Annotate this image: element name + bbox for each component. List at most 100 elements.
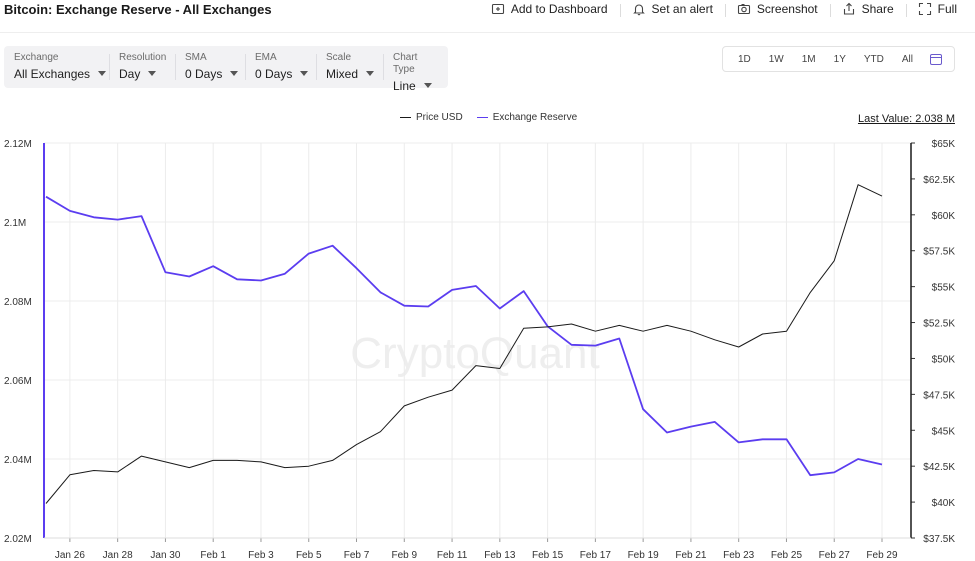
scale-select[interactable]: Scale Mixed [316, 46, 383, 88]
x-tick-label: Feb 21 [675, 550, 707, 561]
resolution-select[interactable]: Resolution Day [109, 46, 175, 88]
set-alert-label: Set an alert [651, 2, 713, 16]
legend-swatch-price [400, 116, 411, 119]
watermark-text: CryptoQuant [350, 329, 599, 378]
y-right-tick-label: $50K [932, 354, 956, 365]
x-tick-label: Feb 19 [628, 550, 660, 561]
resolution-select-value: Day [119, 67, 141, 81]
y-right-tick-label: $57.5K [923, 247, 955, 258]
x-tick-label: Feb 9 [391, 550, 417, 561]
fullscreen-icon [918, 2, 931, 16]
sma-select-value: 0 Days [185, 67, 223, 81]
chart-controls: Exchange All Exchanges Resolution Day SM… [4, 46, 448, 93]
ema-select[interactable]: EMA 0 Days [245, 46, 316, 88]
x-tick-label: Jan 26 [55, 550, 85, 561]
header: Bitcoin: Exchange Reserve - All Exchange… [0, 0, 975, 22]
chart-type-select[interactable]: Chart Type Line [383, 46, 448, 93]
x-tick-label: Jan 30 [150, 550, 180, 561]
range-1d-button[interactable]: 1D [737, 53, 751, 65]
y-left-tick-label: 2.04M [4, 455, 32, 466]
fullscreen-label: Full [937, 2, 957, 16]
series-line-price-usd [45, 184, 883, 504]
screenshot-button[interactable]: Screenshot [724, 2, 830, 17]
y-right-tick-label: $60K [932, 211, 956, 222]
chart-axes [43, 142, 915, 542]
last-value: Last Value: 2.038 M [857, 113, 955, 125]
header-actions: Add to Dashboard Set an alert Screenshot… [479, 2, 969, 17]
y-left-tick-label: 2.06M [4, 376, 32, 387]
share-button[interactable]: Share [829, 2, 906, 17]
series-line-exchange-reserve [45, 195, 883, 477]
y-left-tick-label: 2.12M [4, 139, 32, 150]
y-left-tick-label: 2.02M [4, 534, 32, 545]
camera-icon [737, 4, 750, 15]
add-dashboard-icon [491, 3, 504, 15]
range-1m-button[interactable]: 1M [801, 53, 816, 65]
y-right-tick-label: $62.5K [923, 175, 955, 186]
screenshot-label: Screenshot [756, 2, 818, 16]
x-tick-label: Feb 1 [200, 550, 226, 561]
bell-icon [632, 4, 645, 16]
resolution-select-label: Resolution [119, 52, 167, 63]
exchange-select-value: All Exchanges [14, 67, 91, 81]
y-right-tick-label: $45K [932, 426, 956, 437]
share-label: Share [861, 2, 894, 16]
y-right-tick-label: $47.5K [923, 390, 955, 401]
legend-label-price: Price USD [416, 112, 463, 123]
x-tick-label: Feb 27 [819, 550, 851, 561]
chart-type-select-value: Line [393, 79, 416, 93]
calendar-icon[interactable] [930, 53, 942, 65]
add-to-dashboard-label: Add to Dashboard [510, 2, 608, 16]
chart-type-select-label: Chart Type [393, 52, 418, 75]
x-tick-label: Feb 23 [723, 550, 755, 561]
sma-select[interactable]: SMA 0 Days [175, 46, 245, 88]
x-tick-label: Feb 7 [344, 550, 370, 561]
x-tick-label: Feb 17 [580, 550, 612, 561]
y-right-tick-label: $42.5K [923, 462, 955, 473]
y-right-tick-label: $40K [932, 498, 956, 509]
chart-tick-labels: 2.12M 2.1M 2.08M 2.06M 2.04M 2.02M $65K $62.5K $… [4, 139, 955, 561]
y-right-tick-label: $65K [932, 139, 956, 150]
legend-item-price[interactable]: Price USD [400, 112, 463, 123]
x-tick-label: Feb 25 [771, 550, 803, 561]
y-left-tick-label: 2.1M [4, 218, 26, 229]
range-1y-button[interactable]: 1Y [833, 53, 846, 65]
page-title: Bitcoin: Exchange Reserve - All Exchange… [4, 2, 272, 17]
time-range-selector: 1D 1W 1M 1Y YTD All [721, 46, 955, 72]
header-divider [0, 32, 975, 33]
x-tick-label: Feb 11 [437, 550, 468, 561]
exchange-select-label: Exchange [14, 52, 59, 63]
scale-select-label: Scale [326, 52, 352, 63]
range-1w-button[interactable]: 1W [768, 53, 784, 65]
legend-swatch-reserve [476, 116, 488, 119]
ema-select-label: EMA [255, 52, 277, 63]
range-all-button[interactable]: All [901, 53, 913, 65]
x-tick-label: Feb 29 [866, 550, 898, 561]
sma-select-label: SMA [185, 52, 207, 63]
y-right-tick-label: $52.5K [923, 319, 955, 330]
x-tick-label: Feb 5 [296, 550, 322, 561]
fullscreen-button[interactable]: Full [905, 2, 969, 17]
chevron-down-icon [148, 71, 157, 76]
set-alert-button[interactable]: Set an alert [619, 2, 725, 17]
legend-label-reserve: Exchange Reserve [492, 112, 578, 123]
share-icon [843, 2, 854, 15]
ema-select-value: 0 Days [255, 67, 293, 81]
chevron-down-icon [300, 71, 309, 76]
x-tick-label: Feb 3 [248, 550, 274, 561]
chevron-down-icon [423, 83, 432, 88]
add-to-dashboard-button[interactable]: Add to Dashboard [479, 2, 620, 16]
chevron-down-icon [230, 71, 239, 76]
chevron-down-icon [366, 71, 375, 76]
x-tick-label: Feb 15 [532, 550, 564, 561]
exchange-select[interactable]: Exchange All Exchanges [4, 46, 109, 88]
scale-select-value: Mixed [326, 67, 359, 81]
chart-legend: Price USD Exchange Reserve [400, 112, 577, 123]
y-right-tick-label: $55K [932, 283, 956, 294]
chevron-down-icon [98, 71, 107, 76]
range-ytd-button[interactable]: YTD [863, 53, 884, 65]
chart-series [45, 184, 883, 504]
chart-grid [44, 142, 911, 539]
legend-item-reserve[interactable]: Exchange Reserve [476, 112, 578, 123]
